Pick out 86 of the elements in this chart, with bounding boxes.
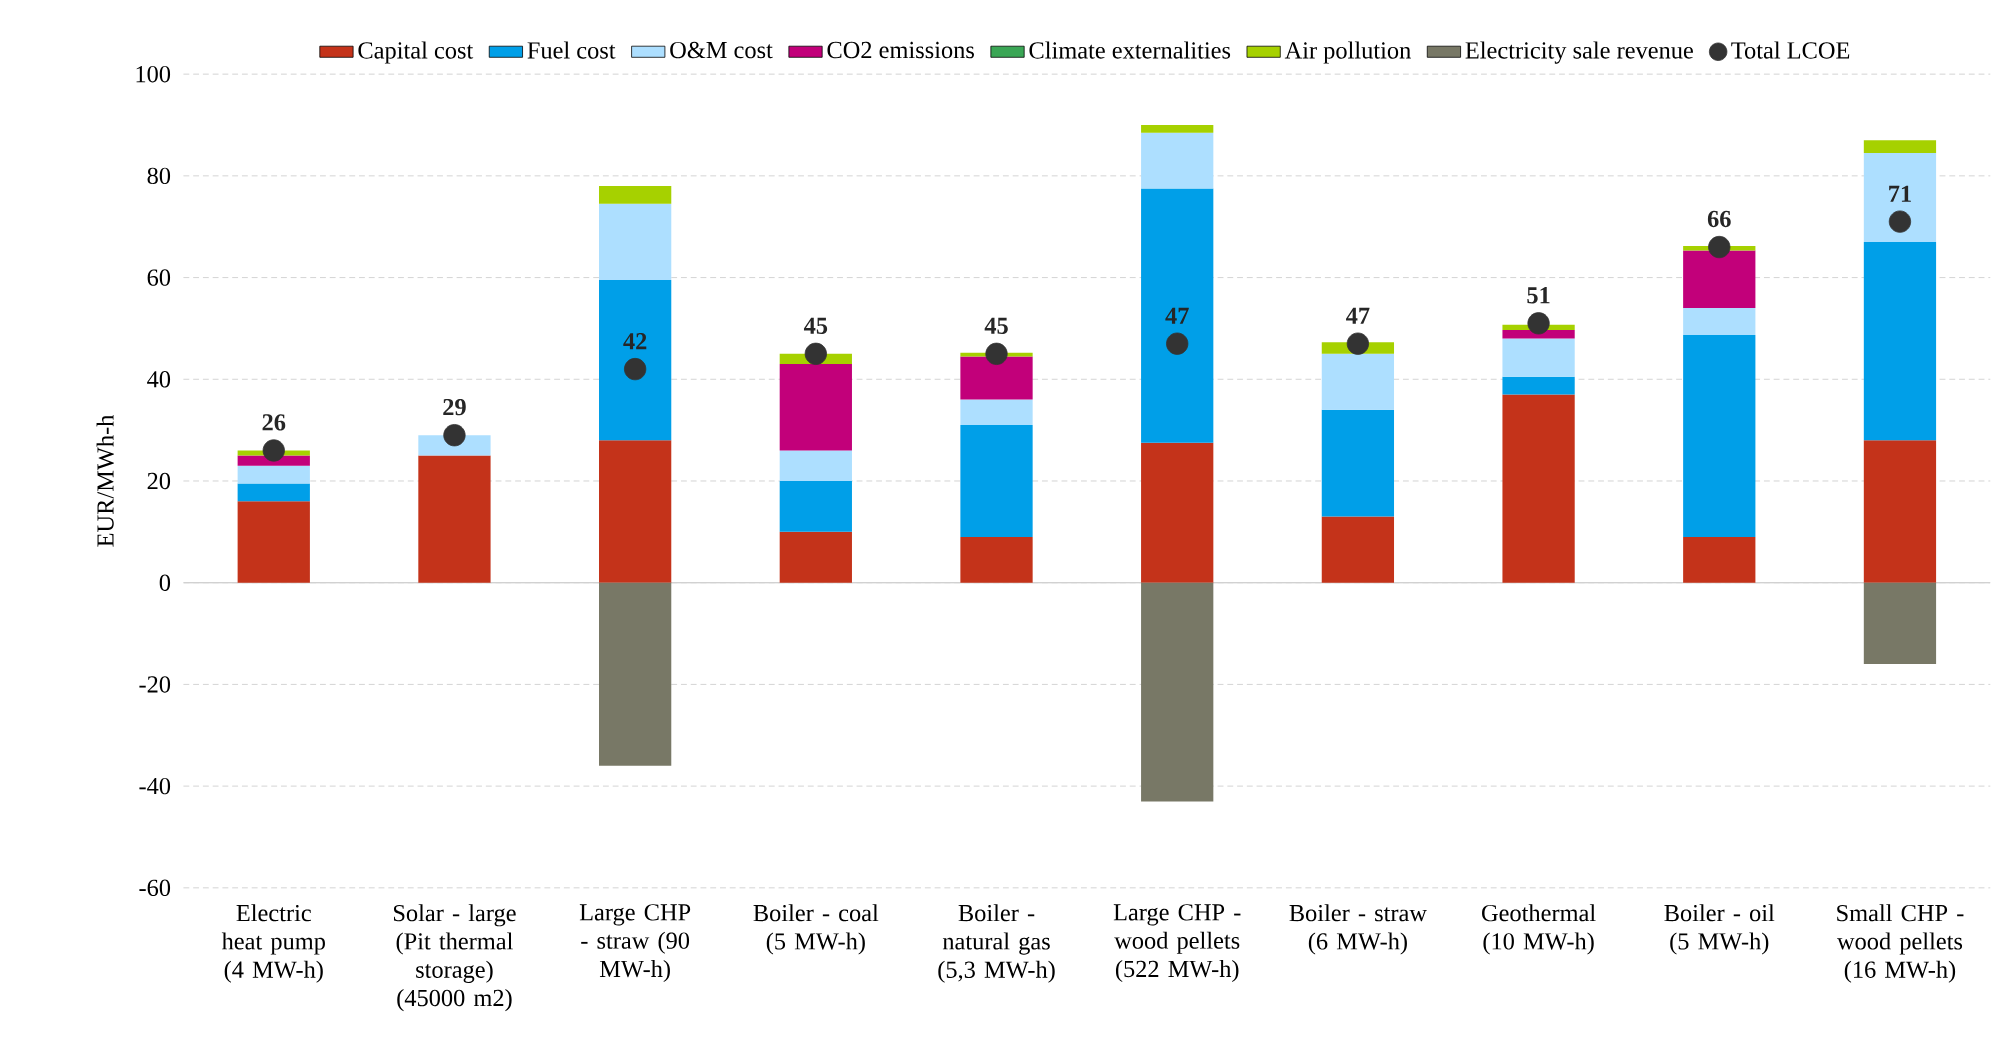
y-tick-label: -40 [139,778,171,795]
bar [960,356,1033,400]
bar [779,531,852,583]
point [985,342,1008,366]
bar [779,450,852,482]
x-tick-label: Boiler - coal (5 MW-h) [753,904,879,955]
bar [599,582,672,766]
point [1166,332,1189,355]
y-axis-title: EUR/MWh-h [96,415,114,547]
bar [1502,338,1575,377]
data-label: 42 [623,333,647,350]
bar [1141,582,1214,802]
legend-label: Air pollution [1284,41,1411,64]
bar [599,186,672,204]
bar [1321,409,1395,517]
legend-label: Capital cost [358,41,474,64]
bar [599,280,672,441]
point [1346,332,1370,355]
x-tick-label: Electric heat pump (4 MW-h) [221,904,325,983]
y-tick-label: 60 [147,269,171,286]
bar [960,425,1033,538]
data-label: 71 [1889,185,1911,202]
data-label: 26 [262,414,286,431]
y-tick-label: 100 [136,66,171,83]
point [443,424,466,447]
data-label: 47 [1346,307,1370,324]
bar [599,440,672,583]
data-label: 45 [803,317,828,335]
bar [1141,132,1214,189]
data-label: 45 [984,317,1008,335]
bar [1683,250,1756,309]
bar [960,399,1033,426]
legend-label: O&M cost [670,41,773,59]
data-label: 66 [1707,210,1731,228]
bar [1863,242,1937,441]
y-tick-label: 20 [147,472,171,490]
y-tick-label: -20 [139,676,171,693]
point [624,358,647,381]
bar [1141,442,1214,583]
bar [779,364,852,451]
bar [1321,516,1395,583]
y-tick-label: 0 [159,574,171,592]
bar [1502,376,1575,395]
x-tick-label: Small CHP - wood pellets (16 MW-h) [1836,904,1964,983]
bar [1863,582,1937,665]
bar [599,203,672,281]
point [1708,236,1731,259]
x-tick-label: Solar - large (Pit thermal storage) (45000 m2) [393,904,516,1012]
bar [1321,353,1395,410]
bar [1141,188,1214,443]
bar [1141,125,1214,133]
x-tick-label: Boiler - natural gas (5,3 MW-h) [938,904,1055,983]
y-tick-label: 40 [147,371,171,388]
bar [237,483,310,502]
bar [1502,330,1575,339]
legend-label: CO2 emissions [827,41,974,59]
point [262,439,285,462]
x-tick-label: Geothermal (10 MW-h) [1482,904,1596,955]
point [1888,210,1912,233]
y-tick-label: 80 [147,167,171,185]
bar [779,481,852,532]
legend-label: Fuel cost [527,41,616,59]
data-label: 51 [1527,287,1550,304]
x-tick-label: Boiler - oil (5 MW-h) [1664,904,1775,955]
bar [237,501,310,583]
point [1527,312,1550,335]
bar [418,455,491,583]
y-tick-label: -60 [139,879,171,897]
bar [1683,537,1756,583]
bar [1683,335,1756,538]
x-tick-label: Boiler - straw (6 MW-h) [1289,904,1427,955]
bar [960,537,1033,583]
x-tick-label: Large CHP - wood pellets (522 MW-h) [1113,904,1241,983]
bar [1863,153,1937,243]
x-tick-label: Large CHP - straw (90 MW-h) [579,904,691,983]
legend-label: Climate externalities [1029,41,1231,59]
point [804,342,827,366]
bar [1683,308,1756,336]
data-label: 29 [443,399,466,416]
legend-label: Total LCOE [1731,41,1850,59]
bar [1863,440,1937,583]
data-label: 47 [1165,307,1189,324]
bar [1863,140,1937,154]
bar [237,465,310,484]
legend-label: Electricity sale revenue [1465,41,1693,64]
bar [1502,394,1575,583]
